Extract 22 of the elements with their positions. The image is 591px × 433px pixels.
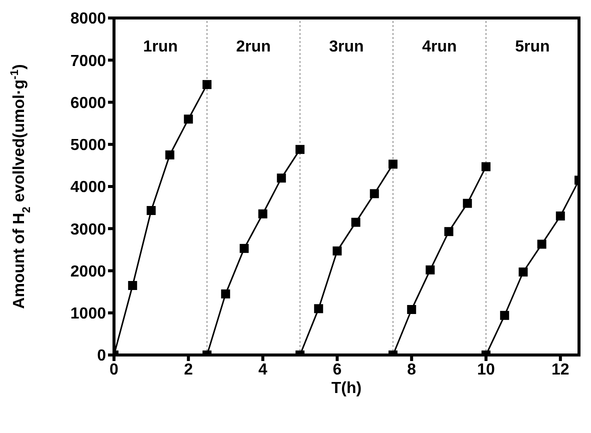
annotation: 1run <box>143 38 178 56</box>
y-tick-label: 2000 <box>70 263 106 280</box>
x-tick-label: 2 <box>184 361 193 378</box>
y-tick-label: 3000 <box>70 221 106 238</box>
x-tick-label: 6 <box>332 361 342 378</box>
x-tick-label: 0 <box>110 361 119 378</box>
x-tick-label: 12 <box>552 361 570 378</box>
y-tick-label: 5000 <box>70 137 106 154</box>
y-tick-label: 6000 <box>70 94 106 112</box>
annotation: 5run <box>515 38 550 56</box>
y-tick-label: 7000 <box>70 52 106 70</box>
y-tick-label: 8000 <box>70 10 106 28</box>
x-tick-label: 8 <box>407 361 416 378</box>
annotation: 4run <box>422 38 457 56</box>
annotation: 2run <box>236 38 271 56</box>
x-tick-label: 10 <box>477 361 495 378</box>
y-tick-label: 0 <box>97 348 106 365</box>
x-tick-label: 4 <box>258 361 268 378</box>
annotation: 3run <box>329 38 364 56</box>
x-axis-title: T(h) <box>331 380 362 397</box>
y-tick-label: 1000 <box>70 306 106 323</box>
y-tick-label: 4000 <box>70 179 106 196</box>
